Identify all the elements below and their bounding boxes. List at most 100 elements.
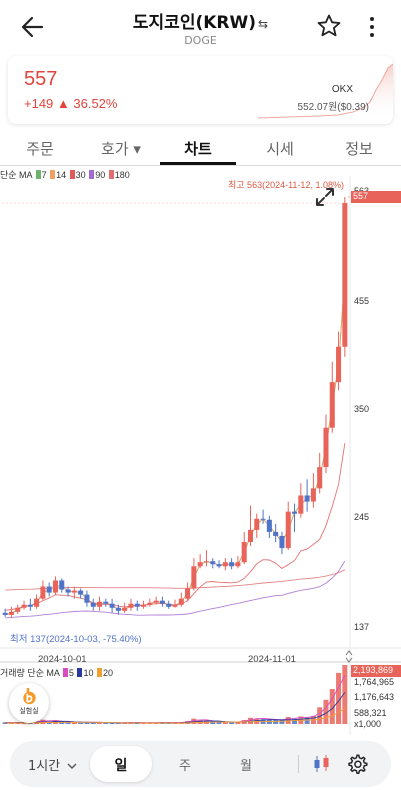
ma180-label: 180 [114,170,130,180]
candle-body [317,467,323,489]
volume-bar [109,722,115,724]
volume-axis-label: 1,764,965 [354,677,395,687]
volume-bar [96,722,103,724]
vol-ma5-swatch [62,668,68,677]
ma180-swatch [108,170,114,179]
period-month-button[interactable]: 월 [240,759,252,774]
ma7-swatch [35,170,41,179]
candle-body [159,600,165,604]
candle-body [96,601,103,607]
current-price: 557 [24,68,58,90]
volume-bar [115,722,121,724]
candle-body [46,586,52,593]
x-axis-label: 2024-11-01 [248,654,296,665]
volume-ma5-line [5,675,346,724]
lab-button-label: 실험실 [19,707,39,715]
candle-body [210,561,216,565]
candle-body [342,203,348,347]
y-axis-label: 245 [354,512,370,522]
candle-chart-icon[interactable] [312,754,332,774]
price-chart[interactable] [0,166,401,736]
candle-body [78,590,84,595]
candle-body [273,531,279,536]
lab-button[interactable]: 실험실 [9,683,49,723]
lab-b-icon [23,688,36,705]
tab-orderbook[interactable]: 호가 ▾ [101,140,141,158]
candle-body [229,562,235,567]
tab-order[interactable]: 주문 [26,140,54,158]
expand-chart-icon[interactable] [312,184,338,210]
vol-ma10-swatch [77,668,83,677]
candle-body [2,612,8,615]
back-arrow-icon[interactable] [18,12,48,42]
app-header: 도지코인(KRW) ⇆ DOGE [0,0,401,52]
volume-bar [222,722,228,724]
candle-body [266,519,272,532]
volume-bar [84,721,90,724]
settings-icon[interactable] [346,753,368,775]
volume-bar [235,721,241,724]
ma7-line [4,274,346,616]
vol-ma20-swatch [96,668,102,677]
volume-bar [78,722,84,724]
candle-body [8,611,14,615]
x-axis-label: 2024-10-01 [38,654,87,665]
period-day-button[interactable]: 일 [90,746,152,782]
candle-body [153,600,159,603]
interval-selector[interactable]: 1시간 [28,755,77,774]
candle-body [279,535,285,549]
candle-body [40,586,46,599]
candle-body [90,602,96,607]
volume-ma-legend: 거래량 단순 MA 5 10 20 [0,666,113,679]
tab-info[interactable]: 정보 [345,140,373,158]
ma14-swatch [50,170,56,179]
candle-body [222,562,228,567]
candle-body [310,488,316,502]
candle-body [247,529,254,543]
y-axis-label: 350 [354,404,370,414]
vol-ma10-label: 10 [83,668,94,678]
candle-body [191,566,197,589]
ma7-label: 7 [41,170,47,180]
swap-currency-icon[interactable]: ⇆ [258,17,269,31]
candle-body [147,602,153,605]
candle-body [71,590,77,593]
volume-axis-label: 588,321 [354,708,387,718]
volume-bar [329,689,335,724]
ma90-line [5,560,346,619]
volume-bar [323,699,329,724]
volume-bar [279,719,285,724]
volume-bar [317,707,323,724]
tab-market-price[interactable]: 시세 [266,140,294,158]
reference-price: 552.07원($0.39) [297,102,369,113]
candle-body [27,604,33,607]
volume-bar [304,717,310,724]
volume-unit-label: x1,000 [354,719,382,729]
candle-body [298,495,304,514]
price-summary-card[interactable]: 557 +149 ▲ 36.52% OKX 552.07원($0.39) [8,56,393,124]
exchange-name: OKX [331,84,353,95]
volume-bar [71,722,77,724]
star-icon[interactable] [316,13,342,39]
candle-body [304,495,310,502]
more-vertical-icon[interactable] [364,14,380,40]
candle-body [172,604,178,607]
ma90-swatch [89,170,95,179]
current-price-tag: 557 [351,191,401,203]
interval-label: 1시간 [28,759,61,774]
tab-chart[interactable]: 차트 [184,140,212,158]
candle-body [141,604,147,607]
chart-toolbar: 1시간 일 주 월 [10,741,391,787]
candle-body [59,580,65,590]
candle-body [260,518,266,520]
candle-body [254,518,260,530]
candle-body [336,346,342,383]
coin-symbol: DOGE [184,34,217,47]
candle-body [103,601,109,604]
page-title[interactable]: 도지코인(KRW) ⇆ [0,8,401,33]
candle-body [241,542,247,563]
candle-body [185,588,191,599]
volume-legend-prefix: 거래량 단순 MA [0,668,60,678]
period-week-button[interactable]: 주 [179,759,191,774]
ma30-label: 30 [75,170,86,180]
